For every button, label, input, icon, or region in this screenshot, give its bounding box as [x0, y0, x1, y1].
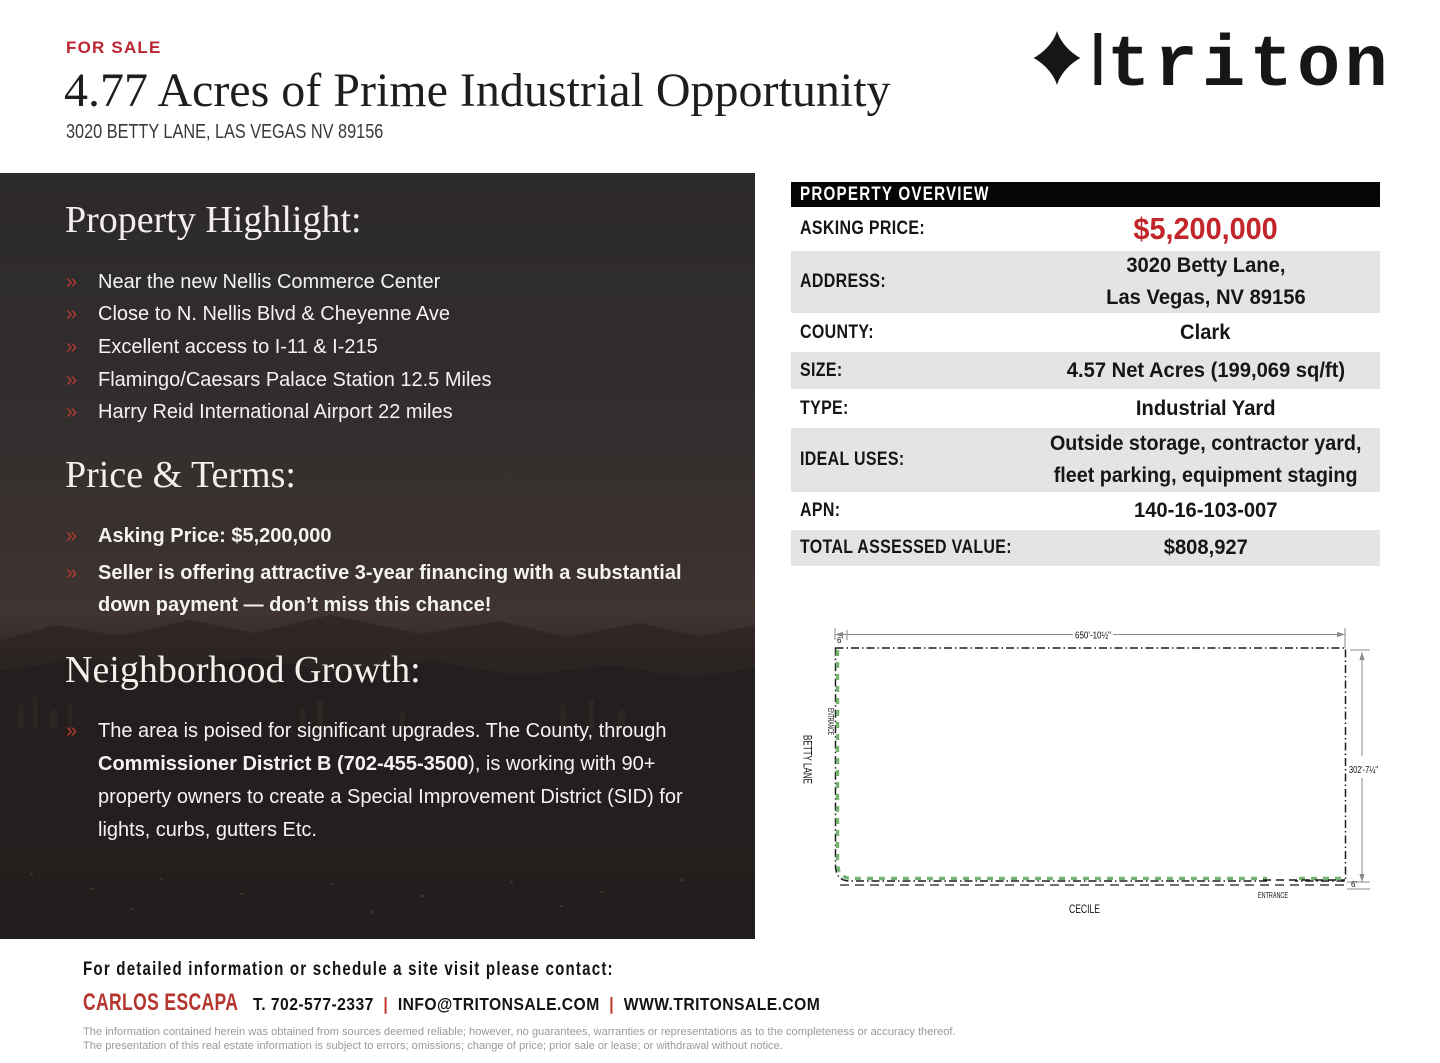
svg-text:6': 6': [1351, 880, 1357, 889]
svg-text:ENTRANCE: ENTRANCE: [1258, 890, 1288, 900]
svg-text:650'-10½": 650'-10½": [1075, 631, 1111, 642]
svg-text:ENTRANCE: ENTRANCE: [826, 708, 835, 735]
svg-text:BETTY LANE: BETTY LANE: [801, 735, 815, 784]
svg-text:6': 6': [837, 636, 843, 645]
svg-text:302'-7¼": 302'-7¼": [1349, 764, 1378, 776]
svg-text:CECILE: CECILE: [1069, 902, 1100, 916]
